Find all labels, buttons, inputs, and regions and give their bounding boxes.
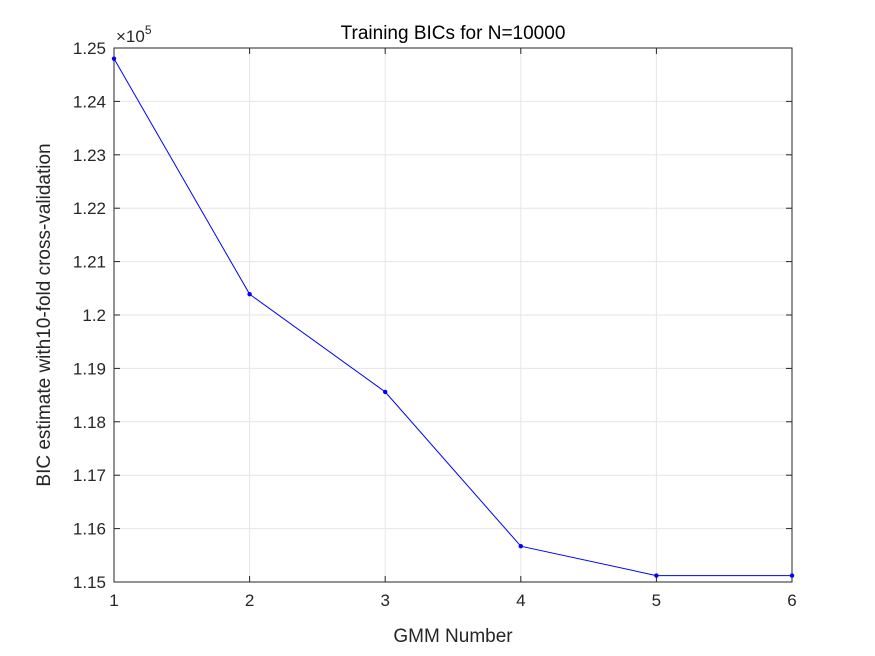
y-tick-label: 1.19 — [73, 359, 106, 378]
y-tick-label: 1.21 — [73, 253, 106, 272]
y-tick-label: 1.22 — [73, 199, 106, 218]
series-line — [113, 58, 792, 577]
x-tick-label: 4 — [516, 591, 525, 610]
y-tick-label: 1.23 — [73, 146, 106, 165]
series — [111, 56, 795, 578]
x-tick-label: 5 — [652, 591, 661, 610]
y-multiplier-base: ×10 — [116, 27, 145, 46]
x-tick-label: 1 — [109, 591, 118, 610]
x-axis-label: GMM Number — [393, 626, 513, 647]
y-tick-label: 1.25 — [73, 39, 106, 58]
ticks: 1 2 3 4 5 6 1.15 1.16 1.17 1.18 1.19 1.2 1.21 1.22 1.2… — [73, 39, 797, 610]
y-tick-label: 1.24 — [73, 92, 106, 111]
data-point — [518, 544, 523, 549]
x-tick-label: 3 — [380, 591, 389, 610]
y-tick-label: 1.18 — [73, 413, 106, 432]
data-point — [111, 56, 117, 61]
y-tick-label: 1.2 — [82, 306, 106, 325]
x-tick-label: 2 — [245, 591, 254, 610]
y-tick-label: 1.15 — [73, 573, 106, 592]
chart-title: Training BICs for N=10000 — [341, 23, 566, 44]
data-point — [789, 573, 795, 578]
x-tick-label: 6 — [787, 591, 796, 610]
y-multiplier-exponent: 5 — [145, 23, 152, 37]
data-point — [383, 389, 388, 395]
data-point — [654, 573, 659, 578]
y-axis-label: BIC estimate with10-fold cross-validatio… — [34, 143, 55, 486]
y-tick-label: 1.17 — [73, 466, 106, 485]
grid — [114, 48, 792, 582]
y-multiplier: ×105 — [116, 23, 152, 46]
y-tick-label: 1.16 — [73, 520, 106, 539]
data-point — [247, 291, 252, 297]
